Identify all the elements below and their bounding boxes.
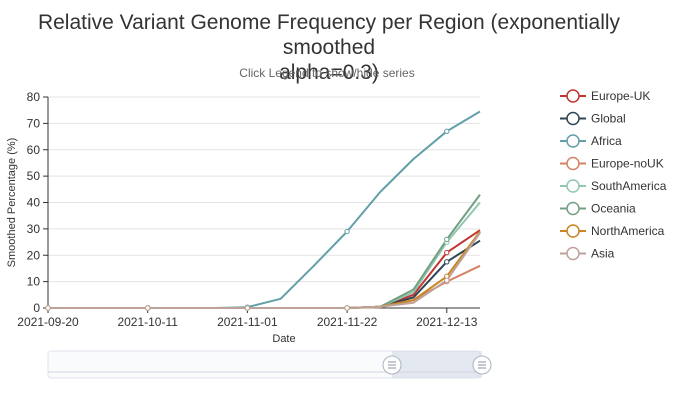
legend-label: Africa <box>591 134 622 148</box>
legend-item-oceania[interactable]: Oceania <box>560 202 636 216</box>
legend-marker <box>566 201 580 216</box>
x-tick-label: 2021-12-13 <box>416 315 478 329</box>
y-tick-label: 80 <box>27 90 41 104</box>
y-tick-label: 40 <box>27 196 41 210</box>
y-tick-label: 70 <box>27 116 41 130</box>
y-tick-label: 20 <box>27 248 41 262</box>
legend-marker <box>566 111 580 126</box>
legend-marker <box>566 89 580 103</box>
legend-marker <box>566 156 580 171</box>
legend-item-southamerica[interactable]: SouthAmerica <box>560 179 667 193</box>
legend-label: Asia <box>591 247 615 261</box>
data-point-asia <box>344 305 350 311</box>
data-point-asia <box>244 305 251 311</box>
legend-label: Europe-UK <box>591 89 650 103</box>
legend-label: Global <box>591 112 626 126</box>
x-tick-label: 2021-10-11 <box>117 315 178 329</box>
y-tick-label: 60 <box>27 143 41 157</box>
legend-item-africa[interactable]: Africa <box>560 134 622 148</box>
chart-title: Relative Variant Genome Frequency per Re… <box>0 10 658 85</box>
x-axis-title: Date <box>272 333 295 345</box>
legend-item-europe-uk[interactable]: Europe-UK <box>560 89 650 103</box>
x-tick-label: 2021-11-01 <box>217 315 278 329</box>
series-line-africa <box>48 110 481 309</box>
chart-title-line2: alpha=0.3) <box>279 61 379 84</box>
legend-marker <box>566 246 580 261</box>
data-point-africa <box>344 228 350 235</box>
legend-item-asia[interactable]: Asia <box>560 247 615 261</box>
legend-label: Europe-noUK <box>591 157 664 171</box>
legend-marker <box>566 224 580 238</box>
y-tick-label: 30 <box>27 222 41 236</box>
data-point-asia <box>144 305 151 311</box>
data-point-global <box>444 259 450 265</box>
legend-label: SouthAmerica <box>591 179 667 193</box>
y-axis-title: Smoothed Percentage (%) <box>6 138 18 268</box>
y-tick-label: 0 <box>33 301 40 315</box>
legend-marker <box>566 179 580 193</box>
series-line-asia <box>48 232 481 309</box>
legend-label: Oceania <box>591 202 636 216</box>
legend-item-europe-nouk[interactable]: Europe-noUK <box>560 157 664 171</box>
data-point-asia <box>444 277 450 284</box>
x-tick-label: 2021-09-20 <box>17 315 79 329</box>
legend-item-northamerica[interactable]: NorthAmerica <box>560 224 665 238</box>
data-point-asia <box>45 305 51 311</box>
data-point-oceania <box>444 236 450 243</box>
legend-marker <box>566 134 580 148</box>
data-point-europe-uk <box>444 249 450 256</box>
legend-label: NorthAmerica <box>591 224 665 238</box>
data-zoom-selection[interactable] <box>392 351 482 378</box>
x-tick-label: 2021-11-22 <box>317 315 378 329</box>
y-tick-label: 50 <box>27 169 41 183</box>
chart-title-line1: Relative Variant Genome Frequency per Re… <box>37 11 621 59</box>
y-tick-label: 10 <box>27 275 41 289</box>
chart-subtitle: Click Legend to show/hide series <box>239 66 415 80</box>
legend-item-global[interactable]: Global <box>560 112 626 126</box>
data-point-africa <box>444 128 450 134</box>
